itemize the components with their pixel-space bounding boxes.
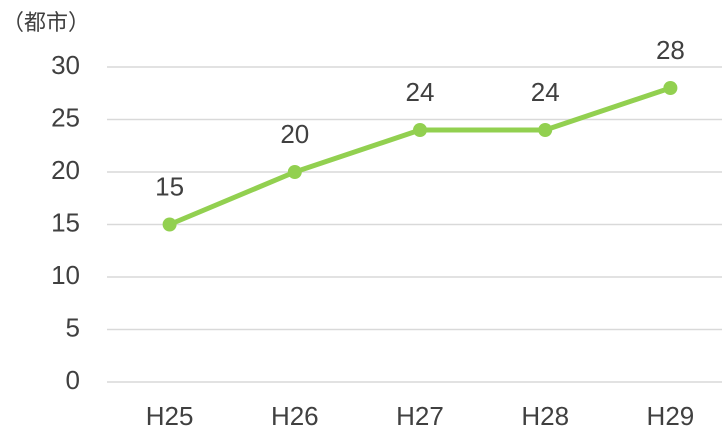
data-label: 28 [656, 35, 685, 65]
y-tick-label: 20 [51, 155, 80, 185]
y-tick-label: 25 [51, 102, 80, 132]
x-tick-label: H29 [647, 401, 695, 431]
line [168, 85, 672, 227]
point [162, 217, 177, 232]
data-label: 15 [155, 171, 184, 201]
x-tick-label: H26 [271, 401, 319, 431]
x-tick-label: H28 [521, 401, 569, 431]
y-tick-label: 5 [66, 312, 80, 342]
y-tick-label: 10 [51, 260, 80, 290]
data-label: 24 [531, 77, 560, 107]
point [663, 81, 678, 95]
data-label: 24 [406, 77, 435, 107]
x-tick-label: H25 [146, 401, 194, 431]
x-tick-label: H27 [396, 401, 444, 431]
y-axis-label: （都市） [2, 10, 90, 35]
point [287, 165, 302, 179]
y-tick-label: 15 [51, 207, 80, 237]
y-tick-label: 30 [51, 50, 80, 80]
y-tick-label: 0 [66, 365, 80, 395]
data-label: 20 [280, 119, 309, 149]
point [413, 123, 427, 137]
point [538, 123, 553, 137]
